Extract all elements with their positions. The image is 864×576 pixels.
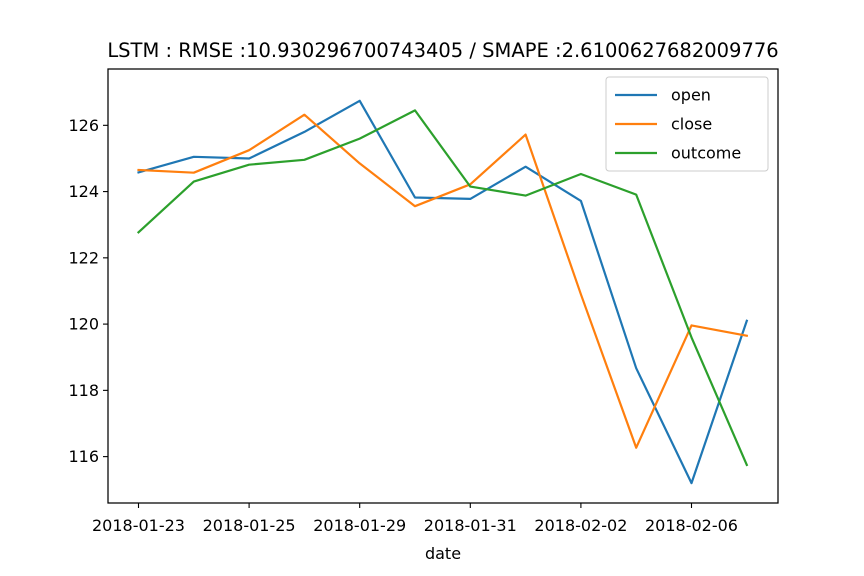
x-tick-label: 2018-01-29 [313,516,406,535]
legend-box [605,76,769,172]
axes: 116 118 120 122 124 126 2018-01-23 2018-01-25 20… [68,116,738,535]
series-line-open [137,99,749,485]
x-tick-label: 2018-01-23 [92,516,185,535]
legend: open close outcome [605,76,769,172]
y-tick-label: 120 [68,315,99,334]
x-tick-label: 2018-01-31 [424,516,517,535]
series-line-close [137,113,749,449]
plot-area [136,99,749,485]
y-tick-label: 118 [68,381,99,400]
x-tick-label: 2018-02-06 [645,516,738,535]
x-tick-label: 2018-01-25 [203,516,296,535]
series-line-outcome [136,109,749,467]
legend-label-open: open [671,86,711,105]
y-tick-label: 124 [68,182,99,201]
plot-frame [107,68,779,504]
y-tick-label: 122 [68,248,99,267]
y-tick-label: 116 [68,447,99,466]
x-tick-label: 2018-02-02 [534,516,627,535]
legend-label-outcome: outcome [671,144,741,163]
x-axis-label: date [425,544,461,563]
legend-label-close: close [671,115,712,134]
y-tick-label: 126 [68,116,99,135]
chart-title: LSTM : RMSE :10.930296700743405 / SMAPE … [107,39,778,62]
